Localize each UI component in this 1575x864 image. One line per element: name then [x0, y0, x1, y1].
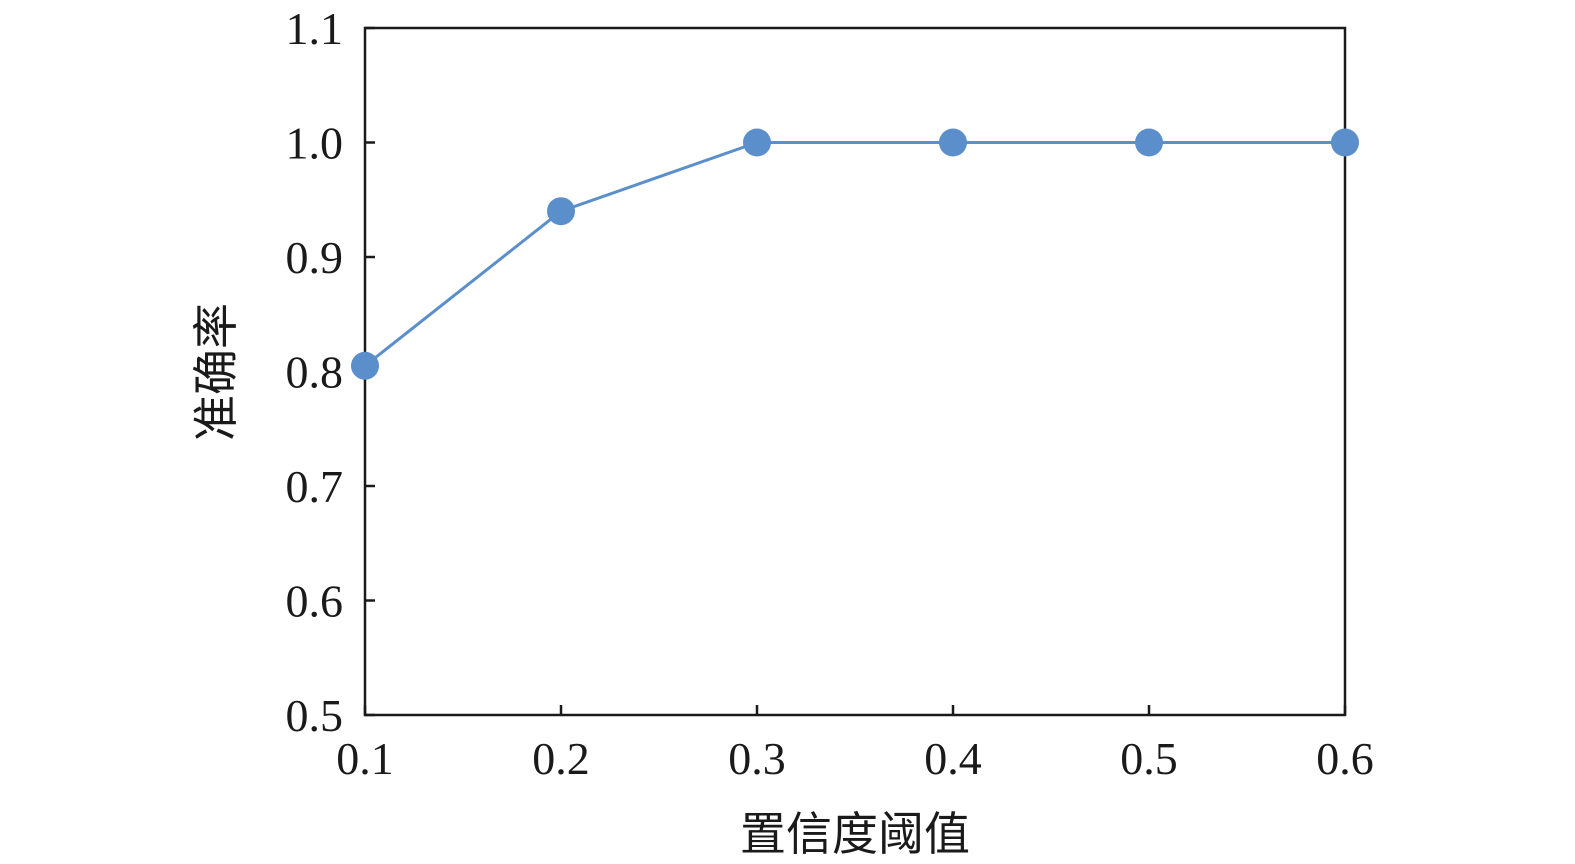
x-axis: 0.1 0.2 0.3 0.4 0.5 0.6: [336, 705, 1374, 784]
y-axis: 0.5 0.6 0.7 0.8 0.9 1.0 1.1: [286, 3, 375, 741]
y-tick-label: 0.7: [286, 461, 344, 512]
x-tick-label: 0.2: [532, 733, 590, 784]
plot-area-frame: [363, 26, 1347, 717]
x-tick-label: 0.5: [1120, 733, 1178, 784]
data-point-marker: [547, 197, 575, 226]
y-axis-title: 准确率: [189, 303, 243, 441]
x-tick-label: 0.6: [1316, 733, 1374, 784]
x-tick-label: 0.1: [336, 733, 394, 784]
x-axis-title: 置信度阈值: [740, 807, 970, 861]
data-point-marker: [939, 128, 967, 157]
y-tick-label: 1.1: [286, 3, 344, 54]
y-tick-label: 1.0: [286, 118, 344, 169]
data-point-marker: [1135, 128, 1163, 157]
data-point-marker: [1331, 128, 1359, 157]
y-tick-label: 0.5: [286, 690, 344, 741]
y-tick-label: 0.8: [286, 347, 344, 398]
x-tick-label: 0.3: [728, 733, 786, 784]
data-point-marker: [351, 351, 379, 380]
x-tick-label: 0.4: [924, 733, 982, 784]
series-layer: [351, 128, 1359, 380]
y-tick-label: 0.9: [286, 232, 344, 283]
series-line: [364, 141, 1345, 367]
y-tick-label: 0.6: [286, 576, 344, 627]
data-point-marker: [743, 128, 771, 157]
